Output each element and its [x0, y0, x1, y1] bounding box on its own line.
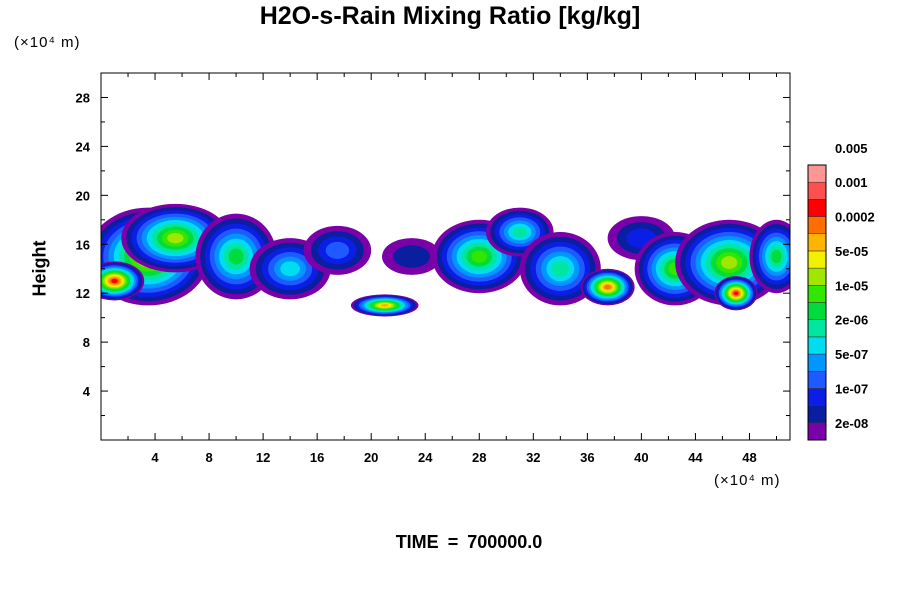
colorbar-swatch — [807, 353, 827, 372]
x-tick-label: 36 — [580, 450, 594, 465]
x-tick-label: 32 — [526, 450, 540, 465]
contour-blob-2-level-9 — [167, 232, 184, 244]
contour-blob-5-level-3 — [325, 241, 350, 259]
contour-blob-11-level-12 — [604, 284, 611, 290]
time-label-key: TIME — [395, 532, 439, 552]
y-tick-label: 12 — [76, 286, 90, 301]
colorbar-label: 0.005 — [835, 141, 868, 156]
x-tick-label: 28 — [472, 450, 486, 465]
x-tick-label: 12 — [256, 450, 270, 465]
colorbar-swatch — [807, 302, 827, 320]
x-tick-label: 24 — [418, 450, 433, 465]
chart-title: H2O-s-Rain Mixing Ratio [kg/kg] — [259, 2, 641, 30]
colorbar-label: 2e-06 — [835, 313, 868, 328]
colorbar-label: 2e-08 — [835, 416, 868, 431]
contour-blob-15-level-13 — [733, 291, 739, 296]
contour-blob-3-level-7 — [228, 248, 244, 265]
y-tick-label: 16 — [76, 237, 90, 252]
x-tick-label: 48 — [742, 450, 756, 465]
contour-blob-10-level-6 — [551, 261, 569, 277]
y-tick-label: 24 — [76, 139, 91, 154]
colorbar-label: 0.0002 — [835, 210, 875, 225]
colorbar-swatch — [807, 233, 827, 252]
x-tick-label: 40 — [634, 450, 648, 465]
contour-blob-14-level-9 — [721, 256, 738, 270]
colorbar-swatch — [807, 422, 827, 441]
time-label-value: 700000.0 — [467, 532, 543, 552]
x-tick-label: 8 — [205, 450, 212, 465]
x-tick-label: 44 — [688, 450, 703, 465]
colorbar-label: 5e-07 — [835, 347, 868, 362]
time-label-equals: = — [447, 532, 459, 552]
contour-blob-6-level-11 — [380, 304, 389, 307]
colorbar-swatch — [807, 336, 827, 355]
contour-blob-16-level-7 — [771, 249, 782, 264]
colorbar-swatch — [807, 199, 827, 217]
x-axis-unit: (×10⁴ m) — [714, 472, 781, 489]
colorbar-swatch — [807, 250, 827, 269]
colorbar-swatch — [807, 285, 827, 303]
y-tick-label: 4 — [83, 384, 91, 399]
contour-blob-4-level-5 — [280, 261, 300, 277]
colorbar-swatch — [807, 319, 827, 338]
time-label: TIME = 700000.0 — [0, 532, 900, 553]
y-tick-label: 8 — [83, 335, 90, 350]
contour-blob-7-level-1 — [393, 245, 431, 268]
y-tick-label: 20 — [76, 188, 90, 203]
x-tick-label: 16 — [310, 450, 324, 465]
colorbar-swatch — [807, 371, 827, 389]
plot-frame — [100, 72, 791, 441]
colorbar-swatch — [807, 405, 827, 424]
colorbar-label: 1e-05 — [835, 278, 868, 293]
colorbar-label: 0.001 — [835, 175, 868, 190]
colorbar-label: 5e-05 — [835, 244, 868, 259]
contour-blob-1-level-13 — [111, 278, 118, 284]
y-axis-unit: (×10⁴ m) — [14, 34, 81, 51]
x-tick-label: 4 — [151, 450, 159, 465]
colorbar-label: 1e-07 — [835, 381, 868, 396]
colorbar-swatch — [807, 267, 827, 286]
x-tick-label: 20 — [364, 450, 378, 465]
colorbar-swatch — [807, 181, 827, 200]
colorbar-swatch — [807, 388, 827, 406]
colorbar-frame — [807, 164, 827, 441]
contour-blob-8-level-8 — [471, 250, 488, 263]
y-tick-label: 28 — [76, 90, 90, 105]
colorbar-swatch — [807, 164, 827, 183]
colorbar-swatch — [807, 216, 827, 234]
contour-field — [101, 203, 790, 317]
contour-blob-9-level-6 — [512, 226, 527, 238]
